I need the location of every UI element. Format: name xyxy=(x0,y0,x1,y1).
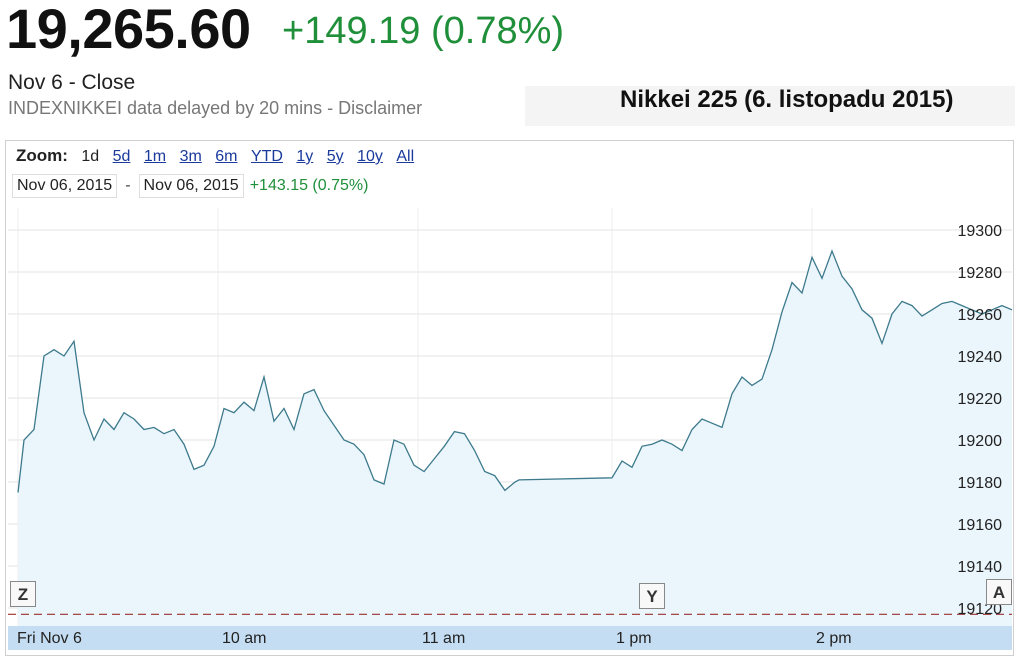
x-tick-label: 11 am xyxy=(422,630,465,647)
last-price: 19,265.60 xyxy=(6,0,251,60)
marker-a-button[interactable]: A xyxy=(986,579,1012,605)
x-tick-label: 1 pm xyxy=(616,630,652,647)
x-tick-label: 2 pm xyxy=(816,630,852,647)
y-tick-label: 19240 xyxy=(958,349,1003,366)
price-area xyxy=(18,251,1012,626)
zoom-5y[interactable]: 5y xyxy=(326,148,344,165)
range-separator: - xyxy=(125,177,131,194)
price-line xyxy=(17,249,1013,493)
chart-frame xyxy=(5,140,1014,656)
y-tick-label: 19160 xyxy=(958,517,1003,534)
range-change: +143.15 (0.75%) xyxy=(249,177,369,194)
close-label: Nov 6 - Close xyxy=(8,71,136,94)
y-tick-label: 19280 xyxy=(958,265,1003,282)
zoom-label: Zoom: xyxy=(16,146,68,165)
delay-notice: INDEXNIKKEI data delayed by 20 mins - Di… xyxy=(8,98,422,119)
date-range: Nov 06, 2015- Nov 06, 2015 +143.15 (0.75%) xyxy=(12,174,368,198)
marker-z-button[interactable]: Z xyxy=(10,581,36,607)
y-tick-label: 19140 xyxy=(958,559,1003,576)
zoom-3m[interactable]: 3m xyxy=(179,148,202,165)
delay-text: INDEXNIKKEI data delayed by 20 mins - xyxy=(8,98,339,118)
x-tick-label: 10 am xyxy=(222,630,266,647)
price-change: +149.19 (0.78%) xyxy=(282,10,565,52)
marker-y-button[interactable]: Y xyxy=(639,583,665,609)
zoom-ytd[interactable]: YTD xyxy=(250,148,283,165)
y-tick-label: 19300 xyxy=(958,223,1003,240)
y-tick-label: 19180 xyxy=(958,475,1003,492)
zoom-1m[interactable]: 1m xyxy=(143,148,167,165)
range-start-field[interactable]: Nov 06, 2015 xyxy=(12,174,118,198)
y-tick-label: 19260 xyxy=(958,307,1003,324)
zoom-1y[interactable]: 1y xyxy=(296,148,314,165)
zoom-1d[interactable]: 1d xyxy=(81,148,100,165)
disclaimer-link[interactable]: Disclaimer xyxy=(338,98,423,118)
zoom-6m[interactable]: 6m xyxy=(215,148,238,165)
y-tick-label: 19120 xyxy=(958,601,1003,618)
zoom-5d[interactable]: 5d xyxy=(112,148,131,165)
caption-background xyxy=(525,86,1015,126)
chart-caption: Nikkei 225 (6. listopadu 2015) xyxy=(620,86,954,113)
zoom-10y[interactable]: 10y xyxy=(357,148,383,165)
y-tick-label: 19220 xyxy=(958,391,1003,408)
y-tick-label: 19200 xyxy=(958,433,1003,450)
range-end-field[interactable]: Nov 06, 2015 xyxy=(138,174,244,198)
x-axis-band xyxy=(8,626,1012,650)
x-tick-label: Fri Nov 6 xyxy=(17,630,82,647)
zoom-bar: Zoom: 1d 5d 1m 3m 6m YTD 1y 5y 10y All xyxy=(16,146,414,166)
zoom-all[interactable]: All xyxy=(396,148,415,165)
